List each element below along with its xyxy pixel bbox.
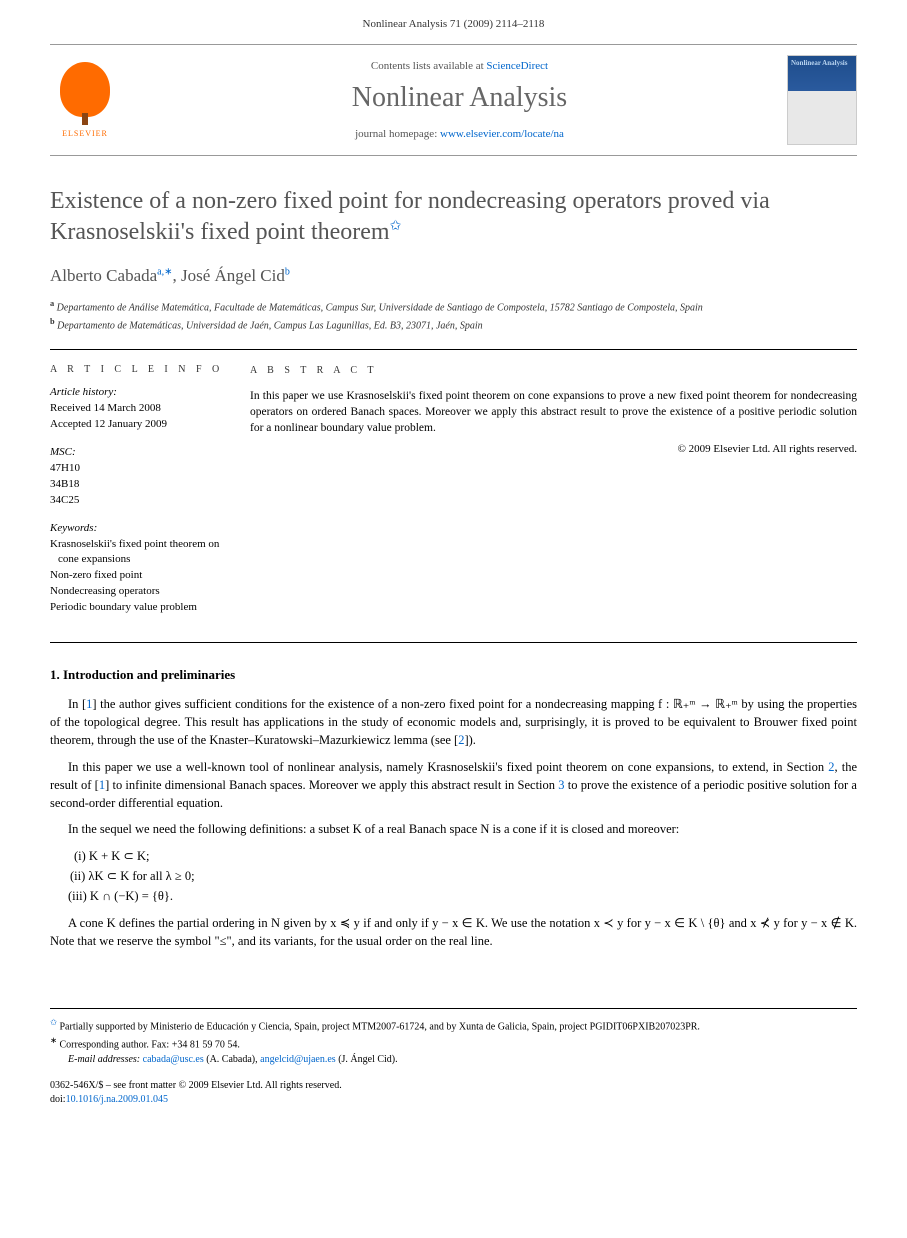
keywords-block: Keywords: Krasnoselskii's fixed point th… xyxy=(50,521,230,617)
history-label: Article history: xyxy=(50,385,230,401)
elsevier-label: ELSEVIER xyxy=(62,129,108,138)
email-link[interactable]: angelcid@ujaen.es xyxy=(260,1054,336,1065)
author-separator: , xyxy=(172,266,181,285)
msc-item: 34C25 xyxy=(50,493,230,509)
email-who: (J. Ángel Cid) xyxy=(338,1054,395,1065)
cover-thumb-title: Nonlinear Analysis xyxy=(791,60,853,68)
affiliation-text: Departamento de Análise Matemática, Facu… xyxy=(57,303,703,314)
msc-item: 47H10 xyxy=(50,461,230,477)
keyword-item: Non-zero fixed point xyxy=(50,568,230,584)
affiliation-row: a Departamento de Análise Matemática, Fa… xyxy=(50,298,857,315)
banner-center: Contents lists available at ScienceDirec… xyxy=(132,60,787,140)
footnotes: ✩ Partially supported by Ministerio de E… xyxy=(50,1008,857,1067)
msc-block: MSC: 47H10 34B18 34C25 xyxy=(50,445,230,509)
keyword-item: Periodic boundary value problem xyxy=(50,600,230,616)
affiliation-row: b Departamento de Matemáticas, Universid… xyxy=(50,316,857,333)
history-item: Received 14 March 2008 xyxy=(50,401,230,417)
msc-item: 34B18 xyxy=(50,477,230,493)
footnote-corresponding: ∗ Corresponding author. Fax: +34 81 59 7… xyxy=(50,1035,857,1052)
elsevier-logo[interactable]: ELSEVIER xyxy=(50,60,120,140)
title-note-marker[interactable]: ✩ xyxy=(390,219,402,234)
article-content: Existence of a non-zero fixed point for … xyxy=(0,156,907,978)
author-list: Alberto Cabadaa,∗, José Ángel Cidb xyxy=(50,266,857,286)
abstract-block: A B S T R A C T In this paper we use Kra… xyxy=(250,364,857,628)
front-matter-line: 0362-546X/$ – see front matter © 2009 El… xyxy=(50,1079,857,1093)
running-header: Nonlinear Analysis 71 (2009) 2114–2118 xyxy=(0,0,907,44)
body-paragraph: In [1] the author gives sufficient condi… xyxy=(50,695,857,749)
citation-text: Nonlinear Analysis 71 (2009) 2114–2118 xyxy=(363,18,545,30)
affiliation-marker: b xyxy=(50,317,55,326)
journal-name: Nonlinear Analysis xyxy=(132,82,787,114)
body-paragraph: In the sequel we need the following defi… xyxy=(50,820,857,838)
footer-meta: 0362-546X/$ – see front matter © 2009 El… xyxy=(50,1079,857,1107)
article-info: A R T I C L E I N F O Article history: R… xyxy=(50,364,250,628)
email-label: E-mail addresses: xyxy=(68,1054,140,1065)
info-abstract-section: A R T I C L E I N F O Article history: R… xyxy=(50,349,857,643)
definition-item: (i) K + K ⊂ K; xyxy=(74,846,857,866)
section-1-heading: 1. Introduction and preliminaries xyxy=(50,667,857,683)
doi-line: doi:10.1016/j.na.2009.01.045 xyxy=(50,1093,857,1107)
footnote-emails: E-mail addresses: cabada@usc.es (A. Caba… xyxy=(50,1052,857,1067)
body-paragraph: In this paper we use a well-known tool o… xyxy=(50,758,857,812)
author-markers[interactable]: b xyxy=(285,267,290,278)
definition-item: (iii) K ∩ (−K) = {θ}. xyxy=(68,886,857,906)
author-name[interactable]: Alberto Cabada xyxy=(50,266,157,285)
keywords-label: Keywords: xyxy=(50,521,230,537)
homepage-prefix: journal homepage: xyxy=(355,128,440,140)
journal-banner: ELSEVIER Contents lists available at Sci… xyxy=(50,44,857,156)
history-block: Article history: Received 14 March 2008 … xyxy=(50,385,230,433)
msc-label: MSC: xyxy=(50,445,230,461)
footnote-corr-marker: ∗ xyxy=(50,1036,57,1045)
email-who: (A. Cabada) xyxy=(206,1054,255,1065)
doi-link[interactable]: 10.1016/j.na.2009.01.045 xyxy=(66,1094,169,1105)
body-paragraph: A cone K defines the partial ordering in… xyxy=(50,914,857,950)
author-name[interactable]: José Ángel Cid xyxy=(181,266,285,285)
email-link[interactable]: cabada@usc.es xyxy=(143,1054,204,1065)
footnote-funding-text: Partially supported by Ministerio de Edu… xyxy=(59,1022,699,1033)
elsevier-tree-icon xyxy=(60,62,110,117)
title-text: Existence of a non-zero fixed point for … xyxy=(50,188,770,245)
definition-list: (i) K + K ⊂ K; (ii) λK ⊂ K for all λ ≥ 0… xyxy=(68,846,857,906)
homepage-link[interactable]: www.elsevier.com/locate/na xyxy=(440,128,564,140)
abstract-copyright: © 2009 Elsevier Ltd. All rights reserved… xyxy=(250,442,857,457)
author-markers[interactable]: a,∗ xyxy=(157,267,172,278)
article-info-heading: A R T I C L E I N F O xyxy=(50,364,230,375)
abstract-text: In this paper we use Krasnoselskii's fix… xyxy=(250,388,857,436)
journal-cover-thumbnail[interactable]: Nonlinear Analysis xyxy=(787,55,857,145)
contents-line: Contents lists available at ScienceDirec… xyxy=(132,60,787,72)
abstract-heading: A B S T R A C T xyxy=(250,364,857,378)
homepage-line: journal homepage: www.elsevier.com/locat… xyxy=(132,128,787,140)
affiliations: a Departamento de Análise Matemática, Fa… xyxy=(50,298,857,333)
history-item: Accepted 12 January 2009 xyxy=(50,417,230,433)
affiliation-marker: a xyxy=(50,299,54,308)
article-title: Existence of a non-zero fixed point for … xyxy=(50,186,857,248)
footnote-star-marker: ✩ xyxy=(50,1018,57,1027)
doi-label: doi: xyxy=(50,1094,66,1105)
affiliation-text: Departamento de Matemáticas, Universidad… xyxy=(57,320,483,331)
definition-item: (ii) λK ⊂ K for all λ ≥ 0; xyxy=(70,866,857,886)
footnote-funding: ✩ Partially supported by Ministerio de E… xyxy=(50,1017,857,1034)
sciencedirect-link[interactable]: ScienceDirect xyxy=(486,60,548,72)
keyword-item: Krasnoselskii's fixed point theorem on c… xyxy=(50,537,230,569)
footnote-corr-text: Corresponding author. Fax: +34 81 59 70 … xyxy=(59,1039,239,1050)
contents-prefix: Contents lists available at xyxy=(371,60,486,72)
keyword-item: Nondecreasing operators xyxy=(50,584,230,600)
